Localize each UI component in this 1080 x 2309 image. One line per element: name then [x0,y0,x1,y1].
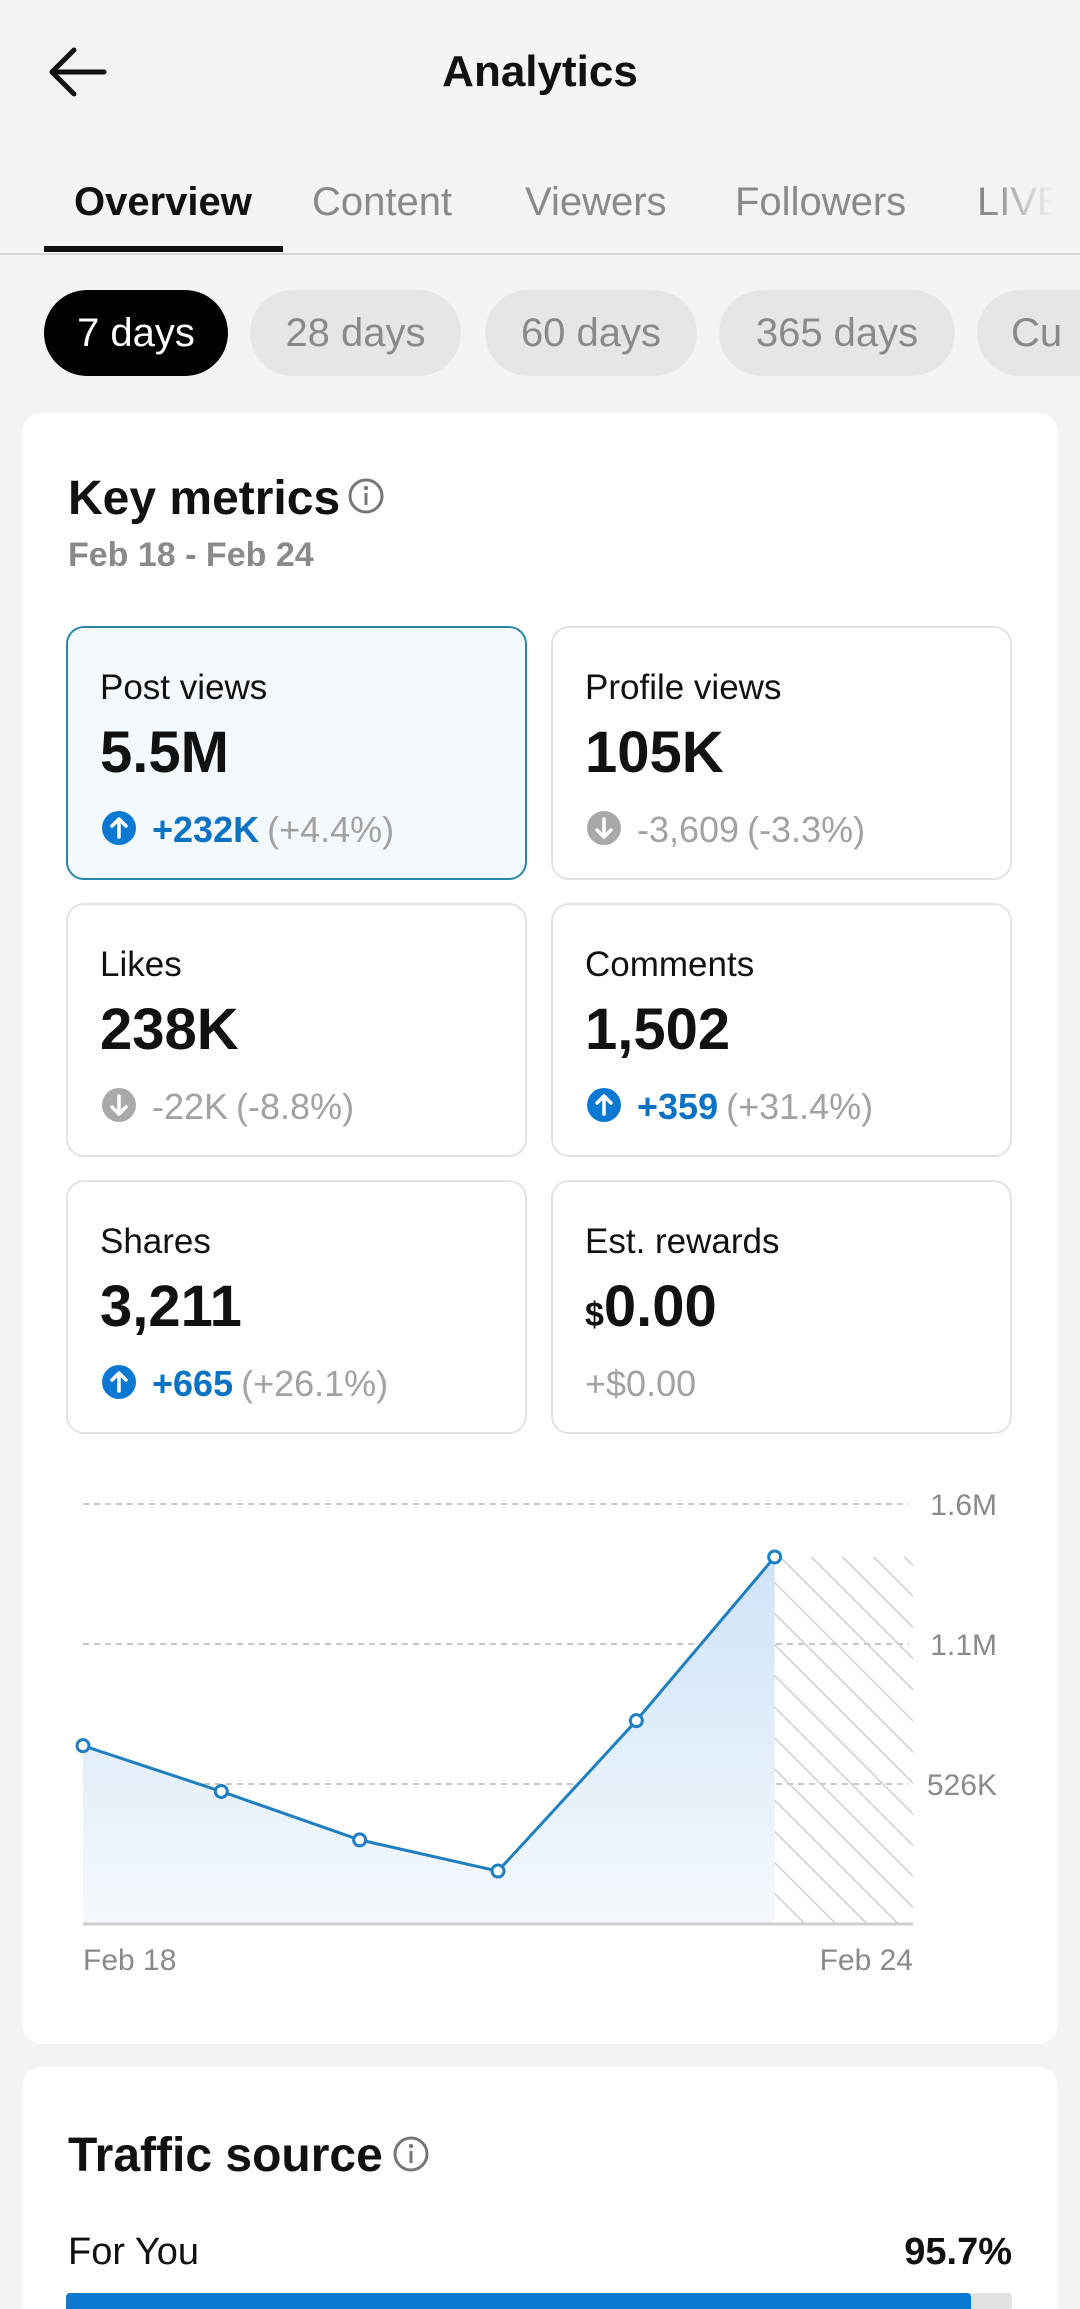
metric-value: 1,502 [585,997,731,1062]
change-row: -22K (-8.8%) [152,1089,354,1125]
trend-arrow [595,817,613,839]
divider [0,253,1080,255]
metric-value: 5.5M [100,720,229,785]
range-label: 28 days [285,310,426,355]
trend-icon [102,1088,136,1122]
metric-label: Comments [585,945,755,984]
metric-box[interactable]: Comments 1,502 +359 (+31.4%) [551,903,1012,1157]
range-pill[interactable]: 28 days [250,290,461,376]
change: +$0.00 [585,1363,697,1404]
metric-box[interactable]: Est. rewards $0.00 +$0.00 [551,1180,1012,1434]
metric-value-row: 238K [100,1001,239,1059]
tab-indicator [44,246,283,252]
metric-value-row: 3,211 [100,1278,242,1336]
traffic-card: Traffic source For You 95.7% [22,2067,1058,2309]
range-bar: 7 days 28 days 60 days 365 days Cu [0,290,1080,376]
metric-label: Likes [100,945,182,984]
tab[interactable]: Followers [735,180,907,224]
tab[interactable]: Content [312,180,453,224]
metric-box[interactable]: Likes 238K -22K (-8.8%) [66,903,527,1157]
change-pct: (-3.3%) [747,809,866,850]
change: -22K [152,1086,229,1127]
metric-label: Profile views [585,668,782,707]
bar [66,2293,972,2309]
change-pct: (+31.4%) [726,1086,874,1127]
change: +232K [152,809,260,850]
info-icon[interactable] [392,2135,430,2173]
currency: $ [585,1296,604,1334]
trend-arrow [110,1371,128,1393]
trend-icon [102,1365,136,1399]
change-pct: (+26.1%) [241,1363,389,1404]
fade [990,140,1080,250]
trend-arrow [595,1094,613,1116]
trend-arrow [110,817,128,839]
metric-value: 3,211 [100,1274,242,1339]
source-label: For You [68,2231,199,2273]
range-label: 7 days [77,310,195,355]
change-row: -3,609 (-3.3%) [637,812,865,848]
change: +359 [637,1086,719,1127]
metric-label: Shares [100,1222,211,1261]
change: -3,609 [637,809,740,850]
metric-value: 238K [100,997,239,1062]
change-row: +359 (+31.4%) [637,1089,873,1125]
info-icon[interactable] [347,477,385,515]
bar-track [66,2293,1012,2309]
trend-icon [102,811,136,845]
metric-box[interactable]: Post views 5.5M +232K (+4.4%) [66,626,527,880]
change-row: +$0.00 [585,1366,696,1402]
card-title: Key metrics [68,472,341,525]
change-row: +665 (+26.1%) [152,1366,388,1402]
change: +665 [152,1363,234,1404]
source-value: 95.7% [904,2231,1012,2273]
back-button[interactable] [44,44,110,100]
card-title: Traffic source [68,2129,383,2182]
range-label: 365 days [755,310,919,355]
key-metrics-card: Key metrics Feb 18 - Feb 24 Post views 5.… [22,413,1058,2044]
range-label: Cu [1011,310,1063,355]
change-row: +232K (+4.4%) [152,812,394,848]
page-title: Analytics [442,47,638,96]
metric-value-row: 1,502 [585,1001,730,1059]
change-pct: (+4.4%) [267,809,395,850]
range-pill[interactable]: 365 days [719,290,955,376]
metric-label: Est. rewards [585,1222,780,1261]
metric-value: 105K [585,720,724,785]
change-pct: (-8.8%) [236,1086,355,1127]
range-label: 60 days [520,310,662,355]
tab-bar: OverviewContentViewersFollowersLIVE [0,170,1080,254]
metric-value-row: 5.5M [100,724,229,782]
trend-arrow [110,1094,128,1116]
tab[interactable]: Overview [74,180,252,224]
metric-value-row: $0.00 [585,1278,717,1336]
range-pill[interactable]: Cu [977,290,1080,376]
range-pill[interactable]: 60 days [485,290,697,376]
range-pill[interactable]: 7 days [44,290,228,376]
metric-value: 0.00 [603,1274,717,1339]
metric-value-row: 105K [585,724,724,782]
metric-label: Post views [100,668,268,707]
tab[interactable]: Viewers [525,180,667,224]
metric-box[interactable]: Shares 3,211 +665 (+26.1%) [66,1180,527,1434]
trend-icon [587,811,621,845]
trend-icon [587,1088,621,1122]
metric-box[interactable]: Profile views 105K -3,609 (-3.3%) [551,626,1012,880]
date-range: Feb 18 - Feb 24 [68,536,314,574]
